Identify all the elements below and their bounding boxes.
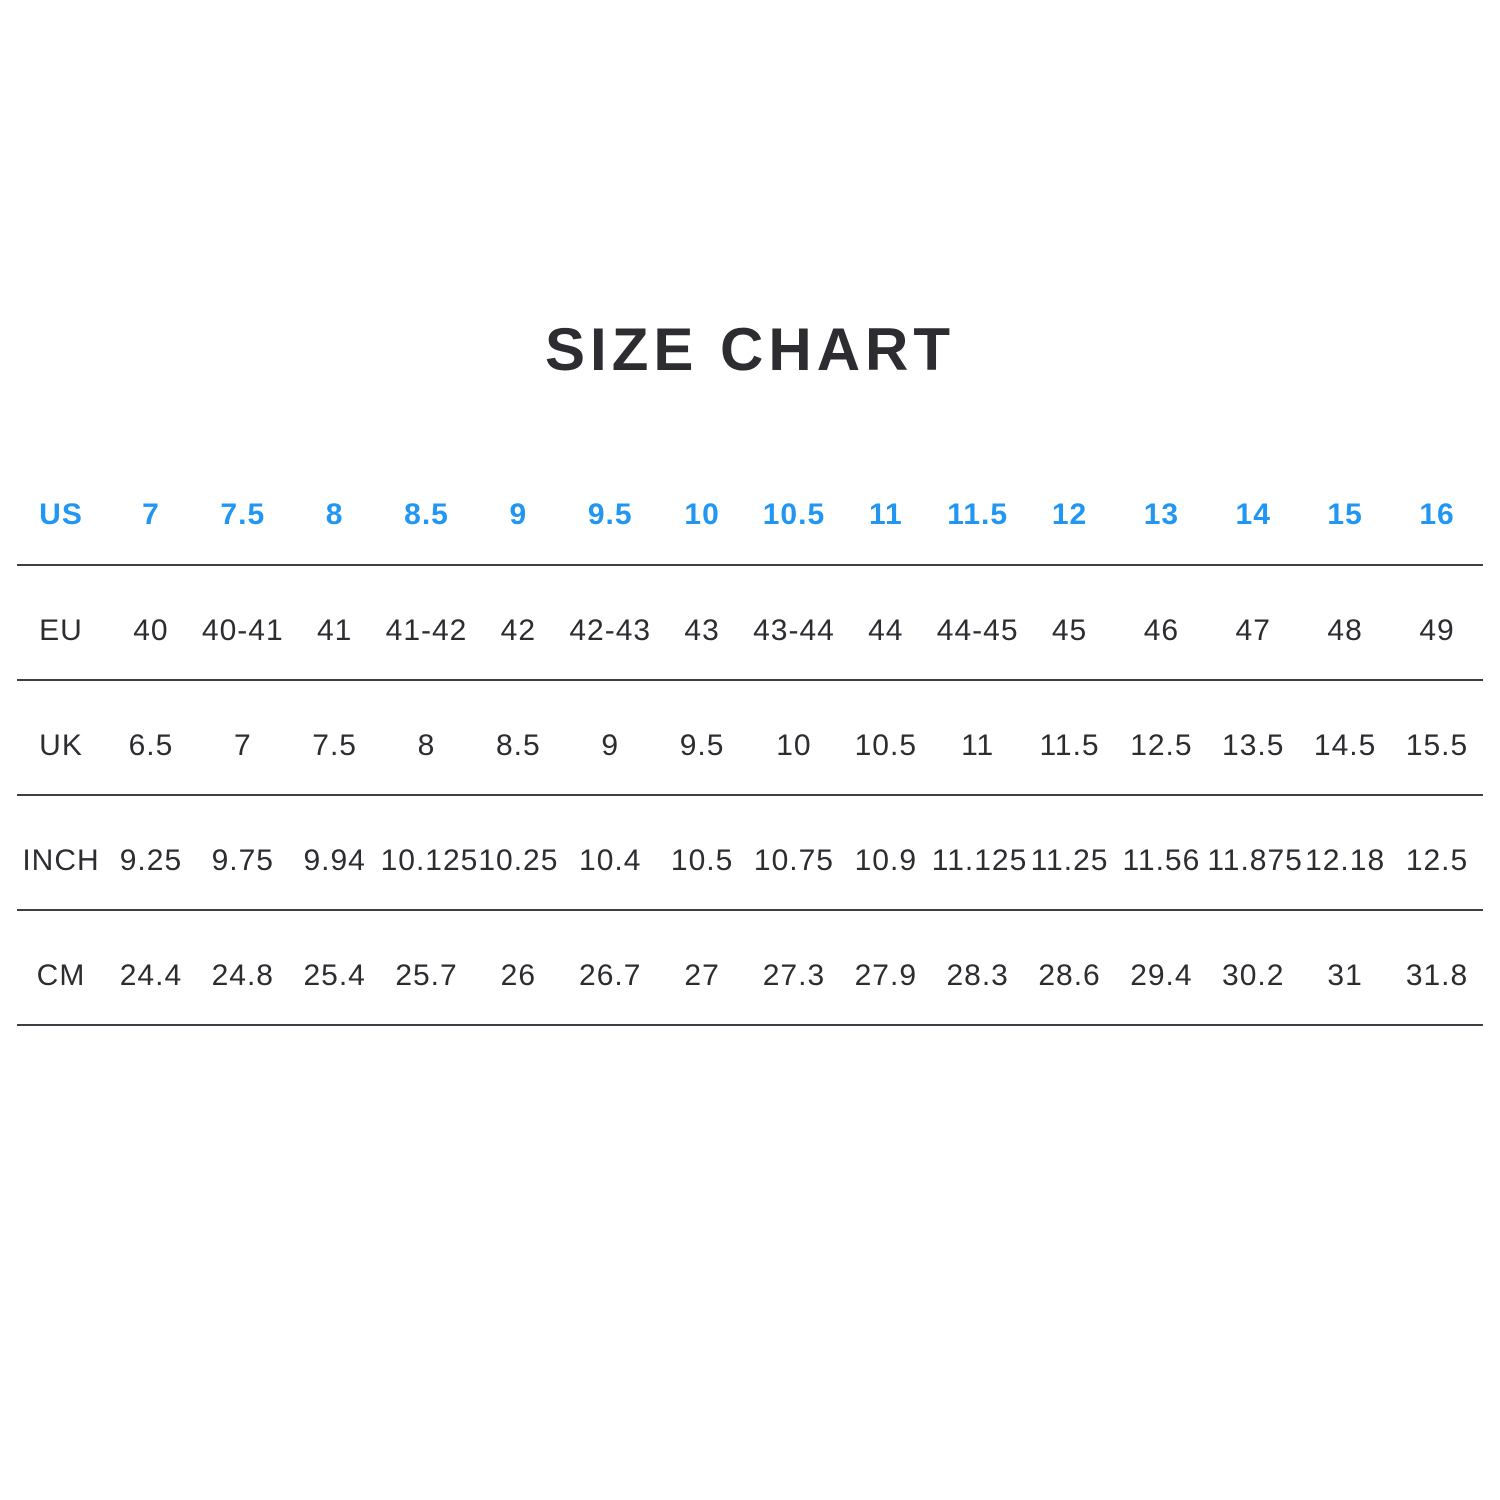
size-cell-uk-13: 14.5 [1313,728,1377,762]
size-cell-cm-3: 25.7 [395,958,458,992]
size-cell-eu-3: 41-42 [385,613,468,647]
size-cell-uk-3: 8 [417,728,436,762]
size-cell-us-6: 10 [684,498,720,531]
size-cell-uk-10: 11.5 [1039,728,1100,762]
table-row-cm: CM 24.4 24.8 25.4 25.7 26 26.7 27 27.3 27.9 28.3 28… [17,910,1483,1025]
size-cell-uk-14: 15.5 [1405,728,1469,762]
size-cell-inch-5: 10.4 [579,843,642,877]
size-cell-uk-11: 12.5 [1130,728,1193,762]
table-row-eu: EU 40 40-41 41 41-42 42 42-43 43 43-44 44 44-45 45 4… [17,565,1483,680]
page-title: SIZE CHART [545,316,955,383]
size-cell-eu-2: 41 [316,613,353,647]
size-cell-us-7: 10.5 [762,498,826,531]
size-cell-us-2: 8 [325,498,344,531]
size-cell-eu-7: 43-44 [753,613,835,647]
size-cell-cm-1: 24.8 [211,958,274,992]
size-cell-cm-7: 27.3 [762,958,826,992]
size-cell-cm-9: 28.3 [946,958,1009,992]
size-cell-cm-8: 27.9 [854,958,917,992]
size-cell-cm-13: 31 [1327,958,1363,992]
size-cell-us-5: 9.5 [587,498,633,531]
size-cell-us-11: 13 [1143,498,1180,531]
size-cell-uk-12: 13.5 [1222,728,1285,762]
size-cell-uk-7: 10 [776,728,812,762]
row-label-eu: EU [39,613,83,647]
size-cell-us-12: 14 [1235,498,1271,531]
size-cell-eu-14: 49 [1419,613,1455,647]
size-cell-us-14: 16 [1419,498,1455,531]
table-row-uk: UK 6.5 7 7.5 8 8.5 9 9.5 10 10.5 11 11.5 12.5 13.5 14.… [17,680,1483,795]
size-chart-table: US 7 7.5 8 8.5 9 9.5 10 10.5 11 11.5 12 13 14 15 16 EU 40… [17,450,1483,1026]
size-cell-us-1: 7.5 [220,498,266,531]
size-cell-inch-13: 12.18 [1305,843,1386,877]
row-label-us: US [39,498,83,531]
size-cell-us-3: 8.5 [404,498,449,531]
size-cell-inch-8: 10.9 [854,843,917,877]
size-cell-eu-6: 43 [684,613,720,647]
size-cell-cm-10: 28.6 [1038,958,1101,992]
size-cell-inch-6: 10.5 [670,843,734,877]
size-cell-uk-0: 6.5 [128,728,174,762]
size-cell-cm-0: 24.4 [119,958,183,992]
size-cell-inch-7: 10.75 [753,843,834,877]
size-cell-eu-1: 40-41 [201,613,284,647]
size-cell-us-13: 15 [1327,498,1363,531]
size-cell-inch-12: 11.875 [1207,843,1303,877]
size-cell-uk-6: 9.5 [679,728,725,762]
size-cell-cm-14: 31.8 [1405,958,1469,992]
size-cell-inch-9: 11.125 [931,843,1028,877]
size-cell-uk-4: 8.5 [496,728,541,762]
size-cell-cm-4: 26 [500,958,537,992]
size-cell-cm-12: 30.2 [1222,958,1285,992]
size-cell-eu-10: 45 [1051,613,1088,647]
size-cell-eu-9: 44-45 [936,613,1019,647]
size-cell-cm-2: 25.4 [303,958,366,992]
size-cell-uk-8: 10.5 [854,728,917,762]
row-label-uk: UK [39,728,83,762]
size-cell-eu-13: 48 [1327,613,1363,647]
row-label-inch: INCH [22,843,100,877]
row-label-cm: CM [36,958,86,992]
size-cell-uk-9: 11 [961,728,995,762]
size-cell-cm-5: 26.7 [579,958,642,992]
size-cell-cm-11: 29.4 [1130,958,1193,992]
size-cell-us-4: 9 [509,498,528,531]
size-cell-inch-10: 11.25 [1030,843,1109,877]
size-cell-eu-4: 42 [500,613,537,647]
size-cell-us-9: 11.5 [947,498,1009,531]
size-cell-eu-8: 44 [868,613,904,647]
size-cell-inch-1: 9.75 [211,843,274,877]
size-cell-inch-3: 10.125 [380,843,479,877]
size-cell-inch-0: 9.25 [119,843,183,877]
size-cell-cm-6: 27 [684,958,720,992]
table-row-us: US 7 7.5 8 8.5 9 9.5 10 10.5 11 11.5 12 13 14 15 16 [17,450,1483,565]
table-row-inch: INCH 9.25 9.75 9.94 10.125 10.25 10.4 10.5 10.75… [17,795,1483,910]
size-cell-inch-14: 12.5 [1405,843,1469,877]
size-cell-inch-4: 10.25 [478,843,559,877]
size-cell-uk-5: 9 [601,728,620,762]
size-cell-eu-5: 42-43 [569,613,652,647]
size-cell-us-8: 11 [868,498,903,531]
size-cell-inch-2: 9.94 [303,843,366,877]
size-cell-eu-0: 40 [133,613,169,647]
size-cell-us-10: 12 [1051,498,1088,531]
size-cell-eu-11: 46 [1143,613,1180,647]
size-cell-uk-1: 7 [233,728,252,762]
size-cell-us-0: 7 [142,498,160,531]
size-cell-uk-2: 7.5 [312,728,357,762]
size-cell-eu-12: 47 [1235,613,1271,647]
size-table-body: US 7 7.5 8 8.5 9 9.5 10 10.5 11 11.5 12 13 14 15 16 EU 40… [17,450,1483,1025]
size-cell-inch-11: 11.56 [1122,843,1201,877]
